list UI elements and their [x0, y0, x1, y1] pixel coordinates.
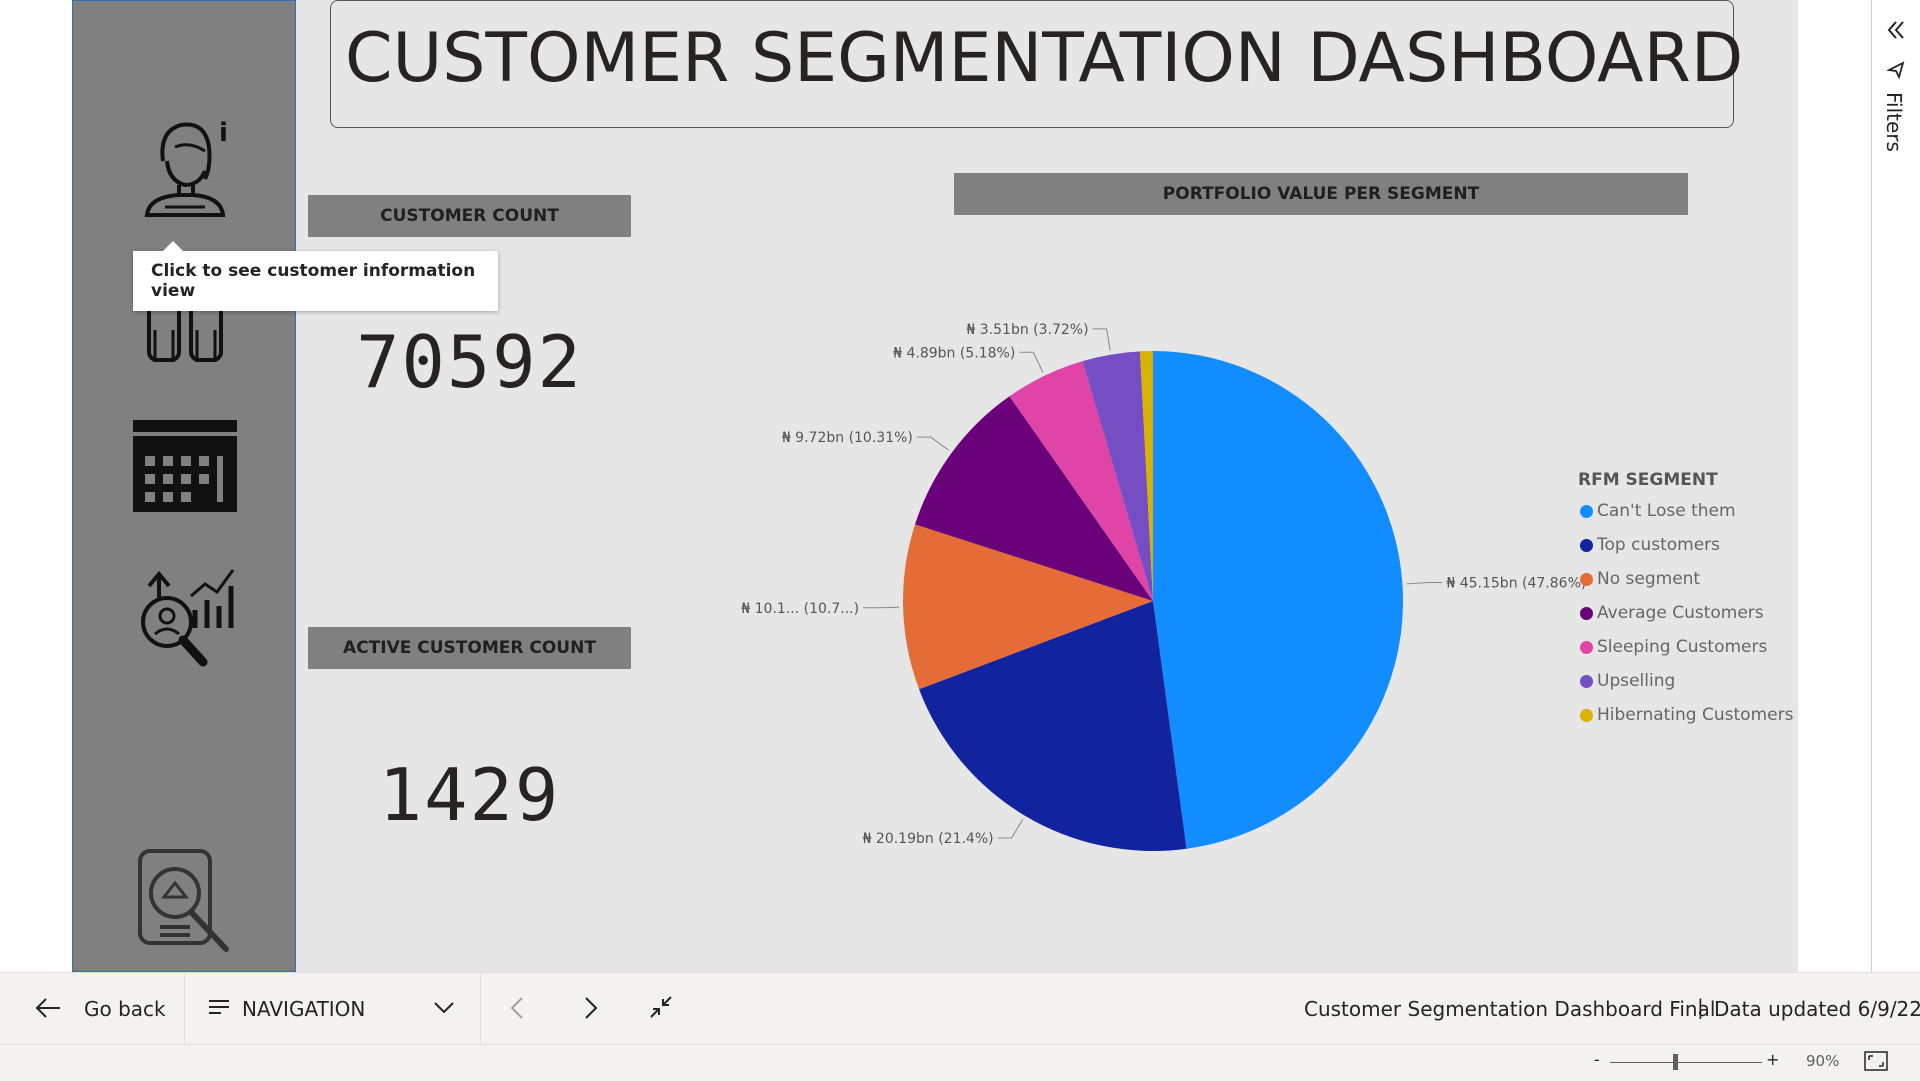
- separator: |: [1697, 995, 1704, 1019]
- legend-item[interactable]: Upselling: [1580, 671, 1675, 691]
- status-bar: [0, 1044, 1920, 1081]
- legend-marker: [1580, 708, 1593, 722]
- legend-marker: [1580, 572, 1593, 586]
- customer-info-icon[interactable]: i: [101, 106, 269, 226]
- data-label: ₦ 10.1... (10.7...): [741, 601, 859, 617]
- legend-marker: [1580, 606, 1593, 620]
- pie-slice[interactable]: [1139, 351, 1153, 601]
- legend-item[interactable]: No segment: [1580, 569, 1700, 589]
- active-customer-count-value: 1429: [378, 753, 561, 837]
- legend-label: Sleeping Customers: [1597, 637, 1768, 657]
- legend-label: Can't Lose them: [1597, 501, 1736, 521]
- pie-chart: ₦ 45.15bn (47.86%) ₦ 20.19bn (21.4%) ₦ 10.…: [741, 322, 1586, 852]
- exit-fullscreen-icon[interactable]: [648, 994, 674, 1020]
- legend-label: Upselling: [1597, 671, 1676, 691]
- legend-item[interactable]: Sleeping Customers: [1580, 637, 1767, 657]
- legend-label: Top customers: [1597, 535, 1721, 555]
- pie-slice[interactable]: [1082, 351, 1153, 601]
- zoom-in-button[interactable]: +: [1766, 1050, 1780, 1069]
- legend-item[interactable]: Average Customers: [1580, 603, 1764, 623]
- dashboard-title: CUSTOMER SEGMENTATION DASHBOARD: [345, 19, 1744, 98]
- customer-count-header: CUSTOMER COUNT: [308, 195, 631, 237]
- data-label-leader: [1406, 581, 1443, 585]
- svg-text:i: i: [219, 118, 228, 148]
- data-label-leader: [1092, 328, 1111, 351]
- active-customer-count-header: ACTIVE CUSTOMER COUNT: [308, 627, 631, 669]
- nav-tooltip: Click to see customer information view: [133, 241, 498, 311]
- previous-page-icon[interactable]: [506, 994, 530, 1022]
- legend-label: Average Customers: [1597, 603, 1764, 623]
- legend-item[interactable]: Hibernating Customers: [1580, 705, 1793, 725]
- back-arrow-icon[interactable]: [34, 996, 62, 1020]
- bottom-bar: [0, 972, 1920, 1045]
- divider: [480, 972, 481, 1044]
- page-selector[interactable]: NAVIGATION: [242, 997, 366, 1021]
- zoom-slider-thumb[interactable]: [1673, 1054, 1678, 1070]
- zoom-out-button[interactable]: -: [1594, 1050, 1600, 1069]
- tooltip-text: Click to see customer information view: [151, 261, 476, 301]
- legend-label: No segment: [1597, 569, 1701, 589]
- data-label-leader: [997, 818, 1024, 839]
- legend-title: RFM SEGMENT: [1578, 470, 1718, 490]
- legend-label: Hibernating Customers: [1597, 705, 1794, 725]
- legend-marker: [1580, 674, 1593, 688]
- report-search-icon[interactable]: [101, 841, 269, 961]
- next-page-icon[interactable]: [578, 994, 602, 1022]
- pie-slice[interactable]: [903, 524, 1153, 690]
- legend-marker: [1580, 504, 1593, 518]
- chevron-down-icon[interactable]: [432, 998, 456, 1018]
- data-label-leader: [863, 606, 900, 609]
- fit-to-page-icon[interactable]: [1864, 1051, 1888, 1071]
- pie-slice[interactable]: [1009, 361, 1153, 601]
- collapse-filters-icon[interactable]: [1884, 18, 1908, 42]
- data-label-leader: [1019, 351, 1044, 373]
- filter-icon[interactable]: [1886, 60, 1906, 80]
- legend-marker: [1580, 640, 1593, 654]
- page-list-icon: [209, 1000, 229, 1014]
- data-label: ₦ 3.51bn (3.72%): [966, 322, 1088, 338]
- pie-slice[interactable]: [919, 601, 1187, 852]
- analytics-icon[interactable]: [101, 556, 269, 676]
- go-back-button[interactable]: Go back: [84, 997, 166, 1021]
- filters-label[interactable]: Filters: [1882, 92, 1906, 152]
- pie-slice[interactable]: [915, 396, 1153, 601]
- data-label: ₦ 4.89bn (5.18%): [893, 345, 1015, 361]
- data-label: ₦ 20.19bn (21.4%): [863, 831, 994, 847]
- legend-item[interactable]: Top customers: [1580, 535, 1720, 555]
- legend-marker: [1580, 538, 1593, 552]
- customer-count-value: 70592: [356, 320, 583, 404]
- data-label-leader: [916, 436, 949, 451]
- navigation-panel: i: [72, 0, 296, 972]
- report-name: Customer Segmentation Dashboard Final: [1304, 997, 1716, 1021]
- divider: [184, 972, 185, 1044]
- dashboard-title-box: CUSTOMER SEGMENTATION DASHBOARD: [330, 0, 1743, 128]
- legend-item[interactable]: Can't Lose them: [1580, 501, 1736, 521]
- filters-pane: [1871, 0, 1920, 972]
- data-label: ₦ 45.15bn (47.86%): [1446, 575, 1586, 591]
- pie-slice[interactable]: [1153, 351, 1404, 849]
- data-updated-text: Data updated 6/9/22: [1714, 997, 1920, 1021]
- tooltip-arrow: [163, 241, 183, 251]
- calendar-icon[interactable]: [101, 406, 269, 526]
- zoom-level: 90%: [1806, 1052, 1840, 1070]
- zoom-slider-track[interactable]: [1610, 1062, 1762, 1063]
- data-label: ₦ 9.72bn (10.31%): [782, 430, 913, 446]
- chart-title: PORTFOLIO VALUE PER SEGMENT: [954, 173, 1688, 215]
